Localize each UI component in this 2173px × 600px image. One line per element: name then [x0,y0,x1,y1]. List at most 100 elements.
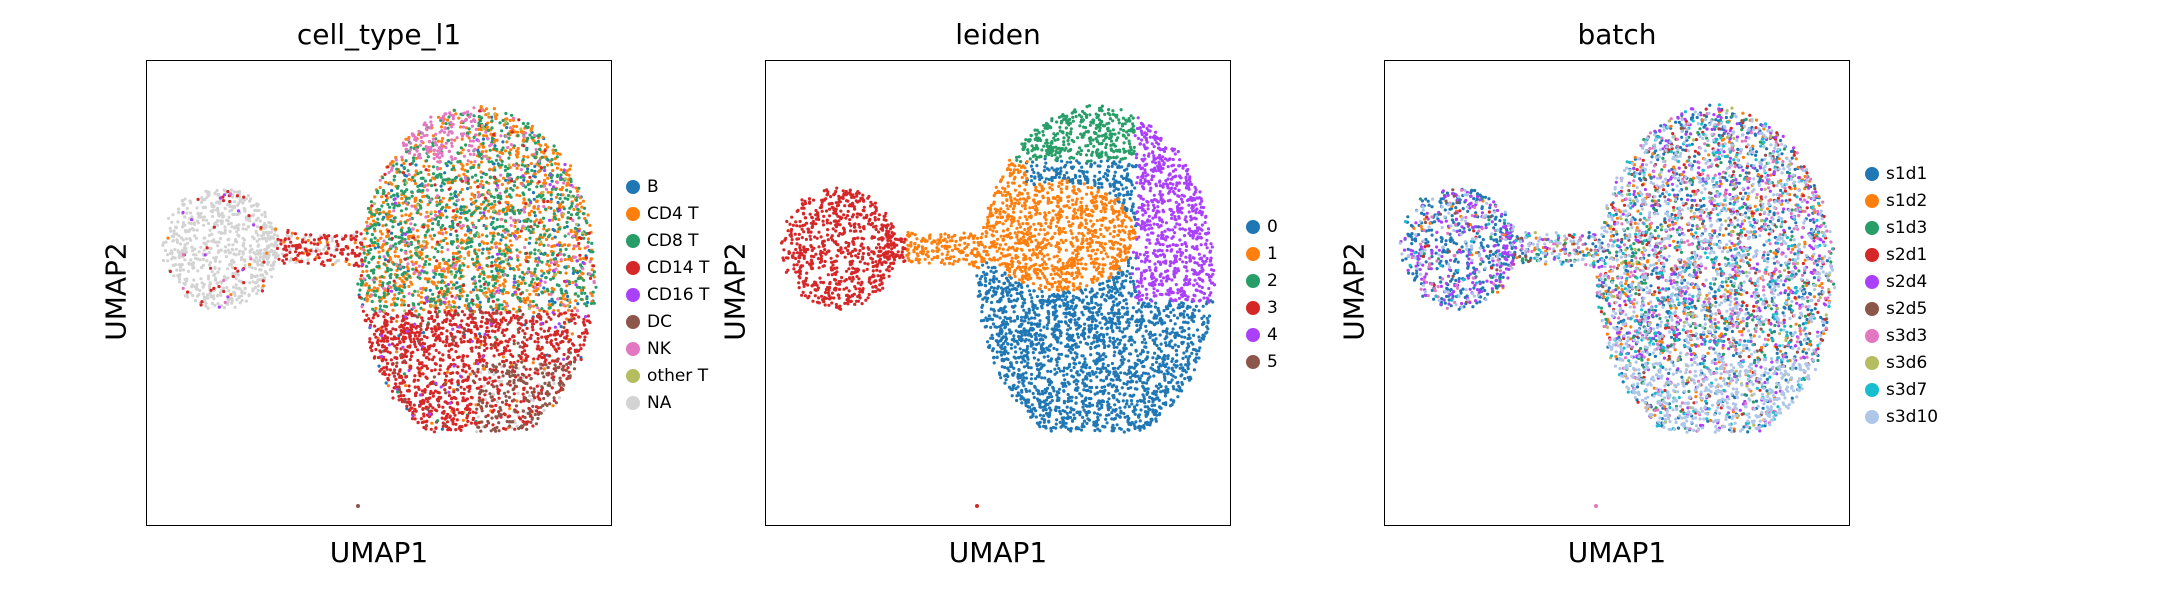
data-point [495,279,500,283]
data-point [482,200,486,204]
data-point [556,162,561,166]
data-point [432,255,436,259]
data-point [438,265,442,269]
data-point [494,324,498,328]
data-point [498,150,502,155]
data-point [178,280,182,284]
data-point [410,260,414,264]
data-point [403,232,408,236]
data-point [509,361,513,365]
data-point [486,419,490,423]
data-point [517,305,522,309]
data-point [485,241,489,245]
data-point [226,248,230,252]
data-point [352,233,356,237]
data-point [548,333,553,337]
data-point [199,303,203,307]
data-point [425,424,429,428]
data-point [523,332,527,336]
data-point [465,134,469,138]
data-point [487,202,491,207]
data-point [301,238,305,242]
data-point [467,411,472,415]
data-point [528,181,532,186]
data-point [363,237,367,241]
data-point [381,176,385,180]
data-point [518,309,522,313]
data-point [386,233,390,238]
data-point [230,301,234,305]
data-point [484,130,488,134]
data-point [291,244,295,248]
data-point [544,276,548,280]
data-point [520,270,525,274]
data-point [552,382,556,386]
data-point [254,229,258,233]
data-point [490,369,494,373]
data-point [470,221,474,225]
data-point [509,316,513,320]
data-point [503,219,507,223]
data-point [382,304,387,308]
data-point [287,244,291,248]
data-point [204,189,208,193]
data-point [467,149,471,153]
data-point [481,247,485,251]
data-point [204,301,208,305]
data-point [319,252,323,256]
data-point [555,358,559,362]
data-point [442,294,446,298]
data-point [541,216,546,220]
data-point [473,421,477,425]
data-point [583,335,587,339]
data-point [393,382,398,386]
series-nk [181,106,596,314]
data-point [492,408,496,412]
data-point [526,155,530,159]
data-point [255,274,259,278]
data-point [498,121,502,125]
data-point [498,362,502,366]
data-point [549,190,553,195]
data-point [247,294,251,298]
data-point [210,210,214,214]
data-point [386,336,390,340]
data-point [526,225,531,229]
data-point [531,398,536,403]
data-point [498,268,502,272]
data-point [216,281,220,285]
data-point [402,161,406,165]
data-point [461,355,465,359]
data-point [479,324,483,329]
data-point [429,179,433,183]
data-point [451,251,455,255]
data-point [479,343,483,347]
data-point [403,243,407,247]
data-point [341,237,345,241]
data-point [288,250,292,254]
data-point [262,260,266,264]
data-point [551,269,556,273]
data-point [370,341,374,345]
data-point [392,374,396,378]
data-point [228,229,232,234]
data-point [508,267,513,271]
data-point [251,280,255,284]
data-point [336,244,340,248]
data-point [531,299,535,304]
data-point [512,378,516,383]
data-point [468,231,472,235]
data-point [422,414,426,418]
data-point [237,252,241,256]
data-point [564,247,568,251]
data-point [281,259,285,263]
data-point [421,176,425,180]
data-point [441,196,445,200]
data-point [537,147,542,151]
data-point [433,325,437,329]
data-point [268,268,272,272]
data-point [416,378,420,382]
data-point [476,425,480,429]
data-point [202,283,206,287]
data-point [516,279,520,284]
